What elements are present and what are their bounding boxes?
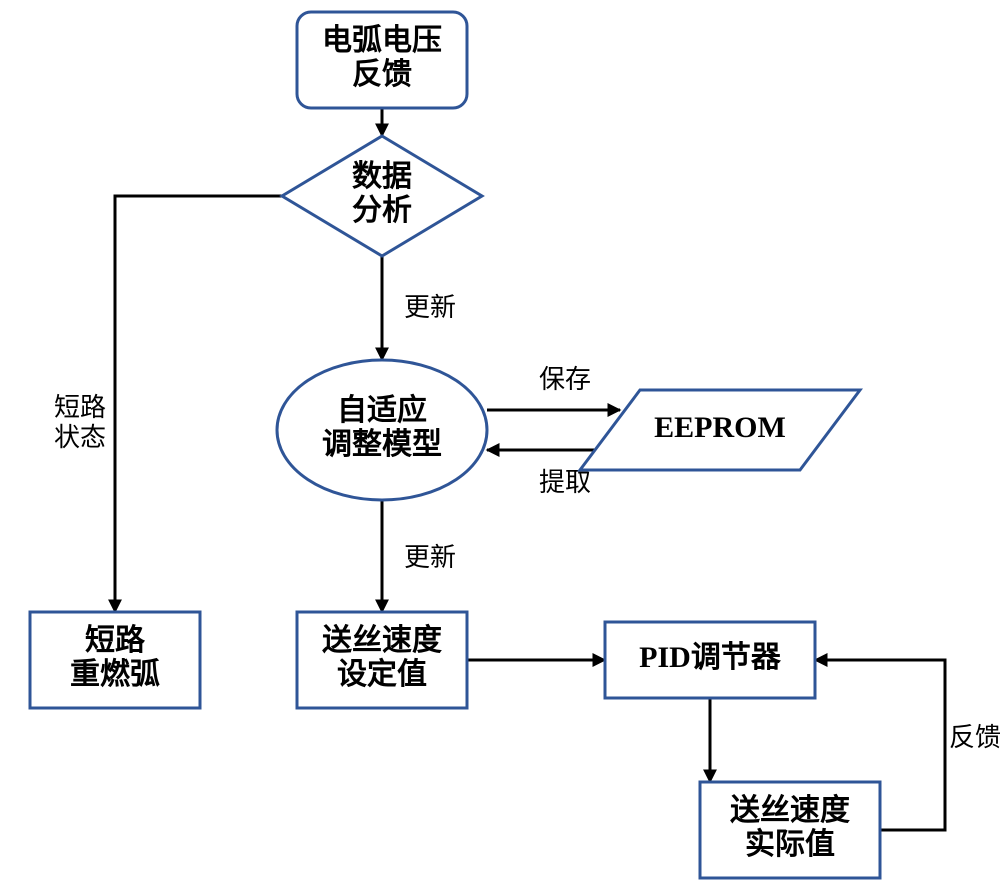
node-analysis: 数据分析 <box>282 136 482 256</box>
edge-e3 <box>115 196 282 612</box>
node-eeprom: EEPROM <box>580 390 860 470</box>
edge-e5-label: 提取 <box>539 468 591 497</box>
node-setpoint: 送丝速度设定值 <box>297 612 467 708</box>
node-eeprom-text: EEPROM <box>654 411 786 444</box>
edge-e6-label: 更新 <box>404 543 456 572</box>
node-short-text: 重燃弧 <box>70 658 160 691</box>
edge-e3-label: 短路 <box>54 393 106 422</box>
edge-e4-label: 保存 <box>539 365 591 394</box>
node-actual-text: 送丝速度 <box>730 794 850 827</box>
node-adaptive-text: 调整模型 <box>322 428 442 461</box>
node-adaptive: 自适应调整模型 <box>277 360 487 500</box>
edge-e3-label: 状态 <box>54 423 106 452</box>
node-pid-text: PID调节器 <box>639 641 782 674</box>
node-actual-text: 实际值 <box>745 827 835 861</box>
edges: 更新短路状态保存提取更新反馈 <box>54 108 1000 830</box>
node-actual: 送丝速度实际值 <box>700 782 880 878</box>
edge-e9-label: 反馈 <box>949 723 1000 752</box>
node-setpoint-text: 送丝速度 <box>322 624 442 657</box>
node-feedback-text: 电弧电压 <box>322 24 442 57</box>
node-adaptive-text: 自适应 <box>337 393 427 427</box>
edge-e2-label: 更新 <box>404 293 456 322</box>
node-analysis-text: 数据 <box>352 160 412 193</box>
node-short-text: 短路 <box>85 624 146 657</box>
nodes: 电弧电压反馈数据分析自适应调整模型EEPROM短路重燃弧送丝速度设定值PID调节… <box>30 12 880 878</box>
node-setpoint-text: 设定值 <box>337 657 427 691</box>
node-pid: PID调节器 <box>605 622 815 698</box>
node-short: 短路重燃弧 <box>30 612 200 708</box>
node-feedback: 电弧电压反馈 <box>297 12 467 108</box>
node-analysis-text: 分析 <box>352 194 412 227</box>
node-feedback-text: 反馈 <box>352 58 412 91</box>
